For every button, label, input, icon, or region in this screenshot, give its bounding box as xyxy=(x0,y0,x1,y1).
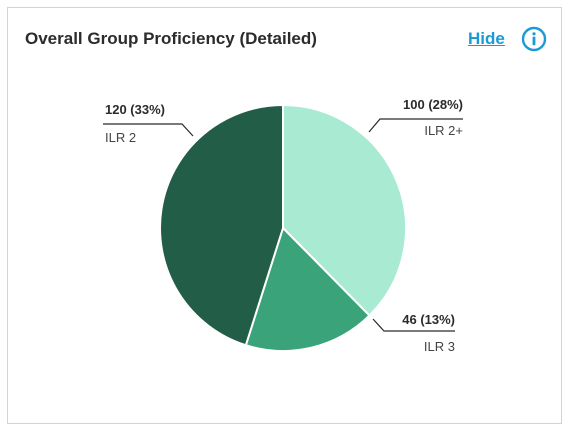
slice-category-label: ILR 2 xyxy=(105,130,136,145)
pie-slice-ilr-2[interactable] xyxy=(282,103,407,317)
leader-line xyxy=(372,318,455,332)
leader-line xyxy=(103,123,194,137)
hide-link[interactable]: Hide xyxy=(468,29,505,48)
slice-category-label: ILR 2+ xyxy=(424,123,463,138)
slice-value-label: 120 (33%) xyxy=(105,102,165,117)
leader-line xyxy=(368,118,463,133)
pie-slice-ilr-2[interactable] xyxy=(159,103,284,347)
pie-slice-ilr-3[interactable] xyxy=(244,226,371,352)
slice-category-label: ILR 3 xyxy=(424,339,455,354)
info-circle-icon[interactable] xyxy=(521,26,547,52)
chart-title: Overall Group Proficiency (Detailed) xyxy=(25,29,317,48)
slice-value-label: 100 (28%) xyxy=(403,97,463,112)
slice-value-label: 46 (13%) xyxy=(402,312,455,327)
